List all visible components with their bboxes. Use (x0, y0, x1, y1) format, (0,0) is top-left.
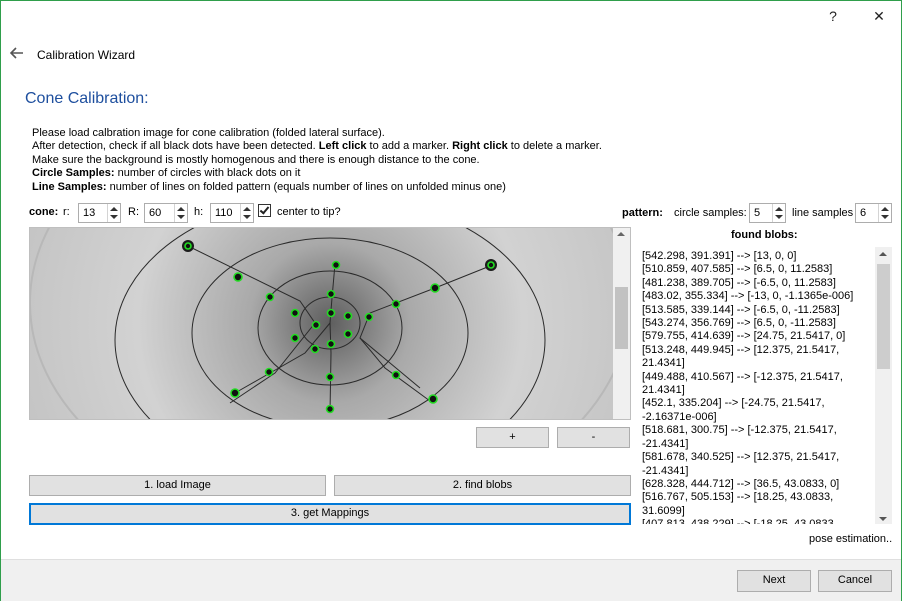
blob-list-item[interactable]: [513.585, 339.144] --> [-6.5, 0, -11.258… (642, 303, 840, 316)
pose-estimation-link[interactable]: pose estimation.. (809, 533, 893, 545)
blob-list-item[interactable]: [483.02, 355.334] --> [-13, 0, -1.1365e-… (642, 290, 854, 303)
blob-list-item[interactable]: [407.813, 438.229] --> [-18.25, 43.0833, (642, 518, 837, 525)
blob-list-item[interactable]: [543.274, 356.769] --> [6.5, 0, -11.2583… (642, 317, 836, 330)
calibration-image-view[interactable] (29, 227, 631, 420)
blob-list-item[interactable]: [449.488, 410.567] --> [-12.375, 21.5417… (642, 370, 843, 397)
zoom-in-button[interactable]: + (476, 427, 549, 448)
blob-list-item[interactable]: [579.755, 414.639] --> [24.75, 21.5417, … (642, 330, 846, 343)
cone-R-label: R: (128, 206, 139, 218)
zoom-out-button[interactable]: - (557, 427, 630, 448)
image-vertical-scrollbar[interactable] (613, 228, 630, 419)
instruction-line: Line Samples: number of lines on folded … (32, 180, 506, 193)
instruction-line: Please load calbration image for cone ca… (32, 127, 385, 139)
instruction-line: Circle Samples: number of circles with b… (32, 167, 301, 180)
cone-r-label: r: (63, 206, 70, 218)
line-samples-spinbox[interactable]: 6 (855, 203, 892, 223)
blob-list-item[interactable]: [581.678, 340.525] --> [12.375, 21.5417,… (642, 451, 840, 477)
blob-list-item[interactable]: [542.298, 391.391] --> [13, 0, 0] (642, 250, 797, 262)
blobs-vertical-scrollbar[interactable] (875, 247, 892, 524)
calibration-image[interactable] (30, 228, 630, 419)
cone-R-spinbox[interactable]: 60 (144, 203, 188, 223)
get-mappings-button[interactable]: 3. get Mappings (29, 503, 631, 525)
blob-list-item[interactable]: [513.248, 449.945] --> [12.375, 21.5417,… (642, 343, 840, 370)
find-blobs-button[interactable]: 2. find blobs (334, 475, 631, 496)
back-arrow-icon[interactable] (9, 45, 25, 61)
cancel-button[interactable]: Cancel (818, 570, 892, 592)
page-title: Cone Calibration: (25, 90, 149, 107)
load-image-button[interactable]: 1. load Image (29, 475, 326, 496)
blob-list-item[interactable]: [452.1, 335.204] --> [-24.75, 21.5417, -… (642, 397, 825, 423)
wizard-title: Calibration Wizard (37, 48, 136, 62)
circle-samples-spinbox[interactable]: 5 (749, 203, 786, 223)
center-to-tip-label: center to tip? (277, 206, 341, 218)
circle-samples-label: circle samples: (674, 207, 747, 219)
blob-list-item[interactable]: [510.859, 407.585] --> [6.5, 0, 11.2583] (642, 263, 833, 276)
instructions: Please load calbration image for cone ca… (32, 127, 672, 194)
instruction-line: Make sure the background is mostly homog… (32, 153, 480, 166)
line-samples-label: line samples (792, 207, 854, 219)
blob-list-item[interactable]: [481.238, 389.705] --> [-6.5, 0, 11.2583… (642, 276, 836, 289)
pattern-label: pattern: (622, 207, 663, 219)
footer-bar: Next Cancel (1, 559, 901, 601)
cone-label: cone: (29, 206, 59, 218)
found-blobs-title: found blobs: (731, 229, 798, 241)
blob-list-item[interactable]: [518.681, 300.75] --> [-12.375, 21.5417,… (642, 424, 837, 450)
blob-list-item[interactable]: [628.328, 444.712] --> [36.5, 43.0833, 0… (642, 477, 840, 490)
cone-r-spinbox[interactable]: 13 (78, 203, 121, 223)
blob-list-item[interactable]: [516.767, 505.153] --> [18.25, 43.0833, … (642, 491, 834, 517)
next-button[interactable]: Next (737, 570, 811, 592)
close-button[interactable]: ✕ (873, 8, 885, 24)
center-to-tip-checkbox[interactable] (258, 204, 271, 217)
found-blobs-list[interactable]: [542.298, 391.391] --> [13, 0, 0] [510.85… (638, 246, 893, 525)
cone-h-spinbox[interactable]: 110 (210, 203, 254, 223)
instruction-line: After detection, check if all black dots… (32, 140, 602, 153)
cone-h-label: h: (194, 206, 204, 218)
help-button[interactable]: ? (829, 8, 837, 24)
